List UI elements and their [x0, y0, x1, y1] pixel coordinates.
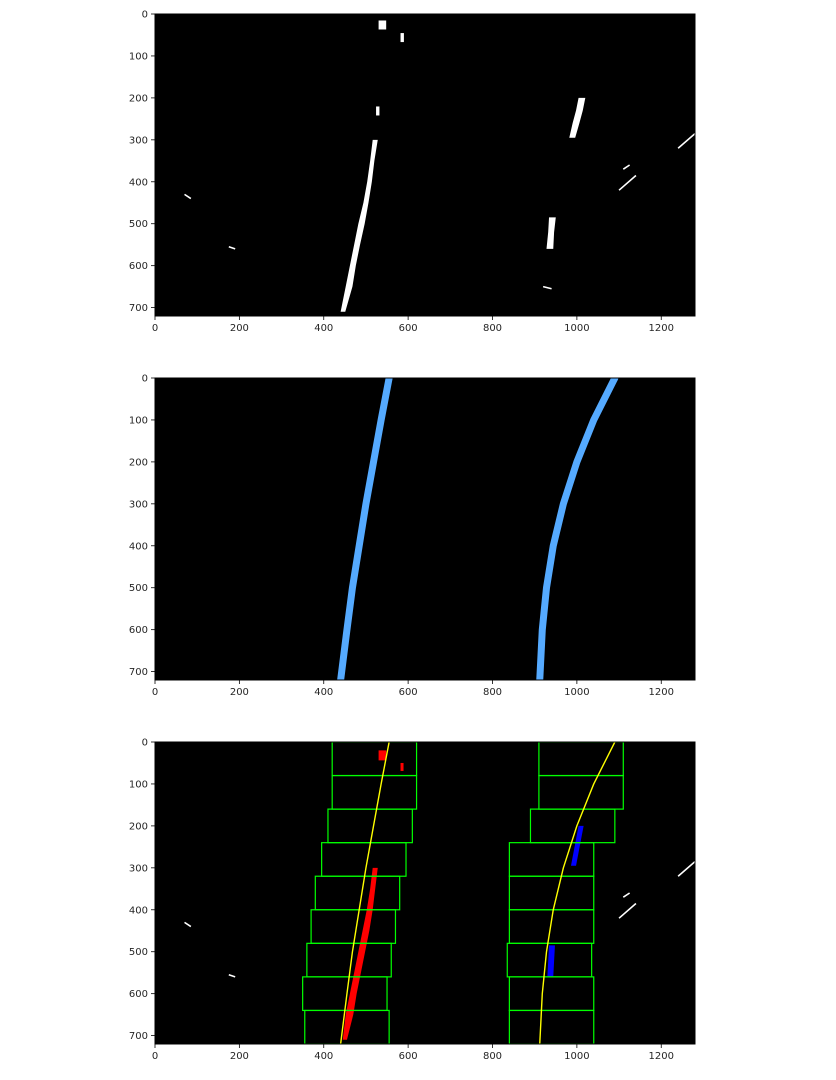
axes-frame: [154, 741, 696, 1045]
lane-pixel-streak: [228, 246, 236, 250]
lane-pixel-streak: [622, 164, 631, 170]
left-lane-pixels: [400, 762, 404, 771]
plot-area: [155, 742, 695, 1044]
y-tick-label: 300: [129, 135, 148, 146]
y-tick-label: 700: [129, 303, 148, 314]
y-tick-label: 400: [129, 541, 148, 552]
y-tick-label: 600: [129, 989, 148, 1000]
lane-pixel-streak: [542, 285, 552, 290]
x-tick-label: 1000: [564, 323, 589, 334]
lane-pixel-blob: [376, 106, 380, 116]
y-tick-label: 0: [142, 374, 148, 385]
x-tick-label: 400: [314, 323, 333, 334]
y-tick-label: 700: [129, 667, 148, 678]
x-tick-label: 0: [152, 323, 158, 334]
lane-pixel-blob: [546, 217, 556, 249]
noise-streak: [677, 860, 695, 877]
x-tick-label: 800: [483, 323, 502, 334]
left-lane-pixels: [342, 867, 378, 1040]
y-tick-label: 200: [129, 93, 148, 104]
y-tick-label: 300: [129, 499, 148, 510]
panel-fitted-lane-lines: 0 200 400 600 800 1000 1200 0 100 200 300 400 500 600…: [129, 374, 696, 698]
y-tick-label: 100: [129, 51, 148, 62]
panel-sliding-windows: 0 200 400 600 800 1000 1200 0 100 200 300 400 500 600…: [129, 738, 696, 1062]
lane-pixel-blob: [340, 139, 378, 312]
plot-area: [155, 14, 695, 316]
y-tick-label: 100: [129, 415, 148, 426]
x-tick-label: 400: [314, 687, 333, 698]
x-tick-label: 600: [399, 323, 418, 334]
y-tick-label: 700: [129, 1031, 148, 1042]
noise-streak: [618, 902, 637, 919]
right-lane-fit: [536, 378, 619, 680]
x-tick-label: 200: [230, 687, 249, 698]
x-tick-label: 600: [399, 687, 418, 698]
y-tick-label: 500: [129, 947, 148, 958]
y-tick-label: 500: [129, 219, 148, 230]
lane-pixel-streak: [184, 193, 192, 200]
axes-frame: [154, 13, 696, 317]
plot-area: [155, 378, 695, 680]
y-tick-label: 0: [142, 10, 148, 21]
noise-streak: [184, 921, 192, 928]
y-tick-label: 300: [129, 863, 148, 874]
y-tick-label: 400: [129, 177, 148, 188]
noise-streak: [228, 974, 236, 978]
x-tick-label: 600: [399, 1051, 418, 1062]
x-tick-label: 200: [230, 1051, 249, 1062]
search-window: [331, 742, 418, 777]
right-lane-pixels: [570, 825, 584, 866]
lane-pixel-streak: [677, 132, 695, 149]
y-tick-label: 200: [129, 821, 148, 832]
x-tick-label: 1200: [649, 1051, 674, 1062]
axes-frame: [154, 377, 696, 681]
y-tick-label: 500: [129, 583, 148, 594]
plot-content: [184, 742, 695, 1044]
y-tick-label: 600: [129, 261, 148, 272]
y-tick-label: 100: [129, 779, 148, 790]
x-tick-label: 1200: [649, 323, 674, 334]
y-tick-label: 200: [129, 457, 148, 468]
search-window: [538, 742, 624, 777]
panel-binary-threshold: 0 200 400 600 800 1000 1200 0 100 200 300 400 500 600…: [129, 10, 696, 334]
right-lane-pixels: [547, 945, 555, 977]
x-tick-label: 1000: [564, 687, 589, 698]
right-lane-fit: [539, 742, 616, 1044]
lane-pixel-blob: [569, 97, 586, 138]
x-tick-label: 0: [152, 1051, 158, 1062]
y-tick-label: 400: [129, 905, 148, 916]
plot-content: [337, 378, 619, 680]
x-tick-label: 1200: [649, 687, 674, 698]
lane-pixel-blob: [378, 20, 387, 30]
x-tick-label: 400: [314, 1051, 333, 1062]
left-lane-pixels: [378, 750, 387, 761]
y-tick-label: 0: [142, 738, 148, 749]
lane-pixel-blob: [400, 33, 404, 43]
plot-content: [184, 20, 695, 312]
noise-streak: [622, 892, 631, 898]
x-tick-label: 800: [483, 687, 502, 698]
x-tick-label: 0: [152, 687, 158, 698]
left-lane-fit: [337, 378, 393, 680]
y-tick-label: 600: [129, 625, 148, 636]
x-tick-label: 200: [230, 323, 249, 334]
left-lane-fit: [339, 742, 390, 1044]
x-tick-label: 800: [483, 1051, 502, 1062]
lane-pixel-streak: [618, 174, 637, 191]
x-tick-label: 1000: [564, 1051, 589, 1062]
